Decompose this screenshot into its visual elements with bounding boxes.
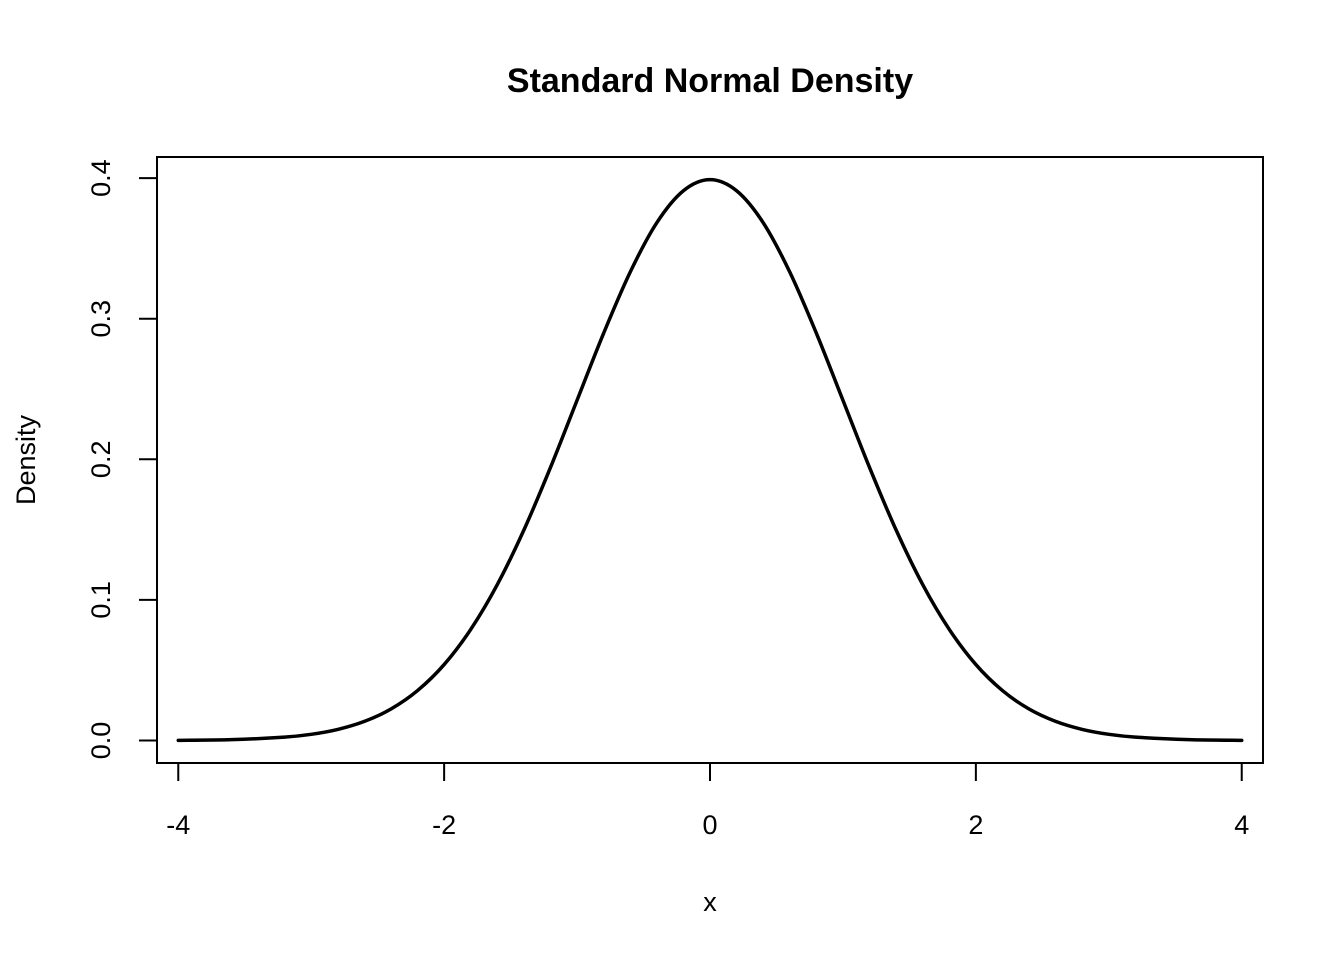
x-axis-label: x xyxy=(703,887,717,917)
y-tick-label: 0.1 xyxy=(86,581,116,619)
x-tick-label: 0 xyxy=(702,810,717,840)
y-tick-label: 0.3 xyxy=(86,300,116,338)
x-axis: -4 -2 0 2 4 xyxy=(166,762,1249,840)
y-tick-label: 0.4 xyxy=(86,159,116,197)
y-axis: 0.0 0.1 0.2 0.3 0.4 xyxy=(86,159,158,760)
y-axis-label: Density xyxy=(11,414,41,505)
density-curve xyxy=(176,177,1244,743)
x-tick-label: -4 xyxy=(166,810,190,840)
y-tick-label: 0.2 xyxy=(86,441,116,479)
x-tick-label: -2 xyxy=(432,810,456,840)
x-tick-label: 2 xyxy=(968,810,983,840)
chart-title: Standard Normal Density xyxy=(507,62,913,100)
y-tick-label: 0.0 xyxy=(86,722,116,760)
x-tick-label: 4 xyxy=(1234,810,1249,840)
plot-frame xyxy=(156,156,1264,764)
